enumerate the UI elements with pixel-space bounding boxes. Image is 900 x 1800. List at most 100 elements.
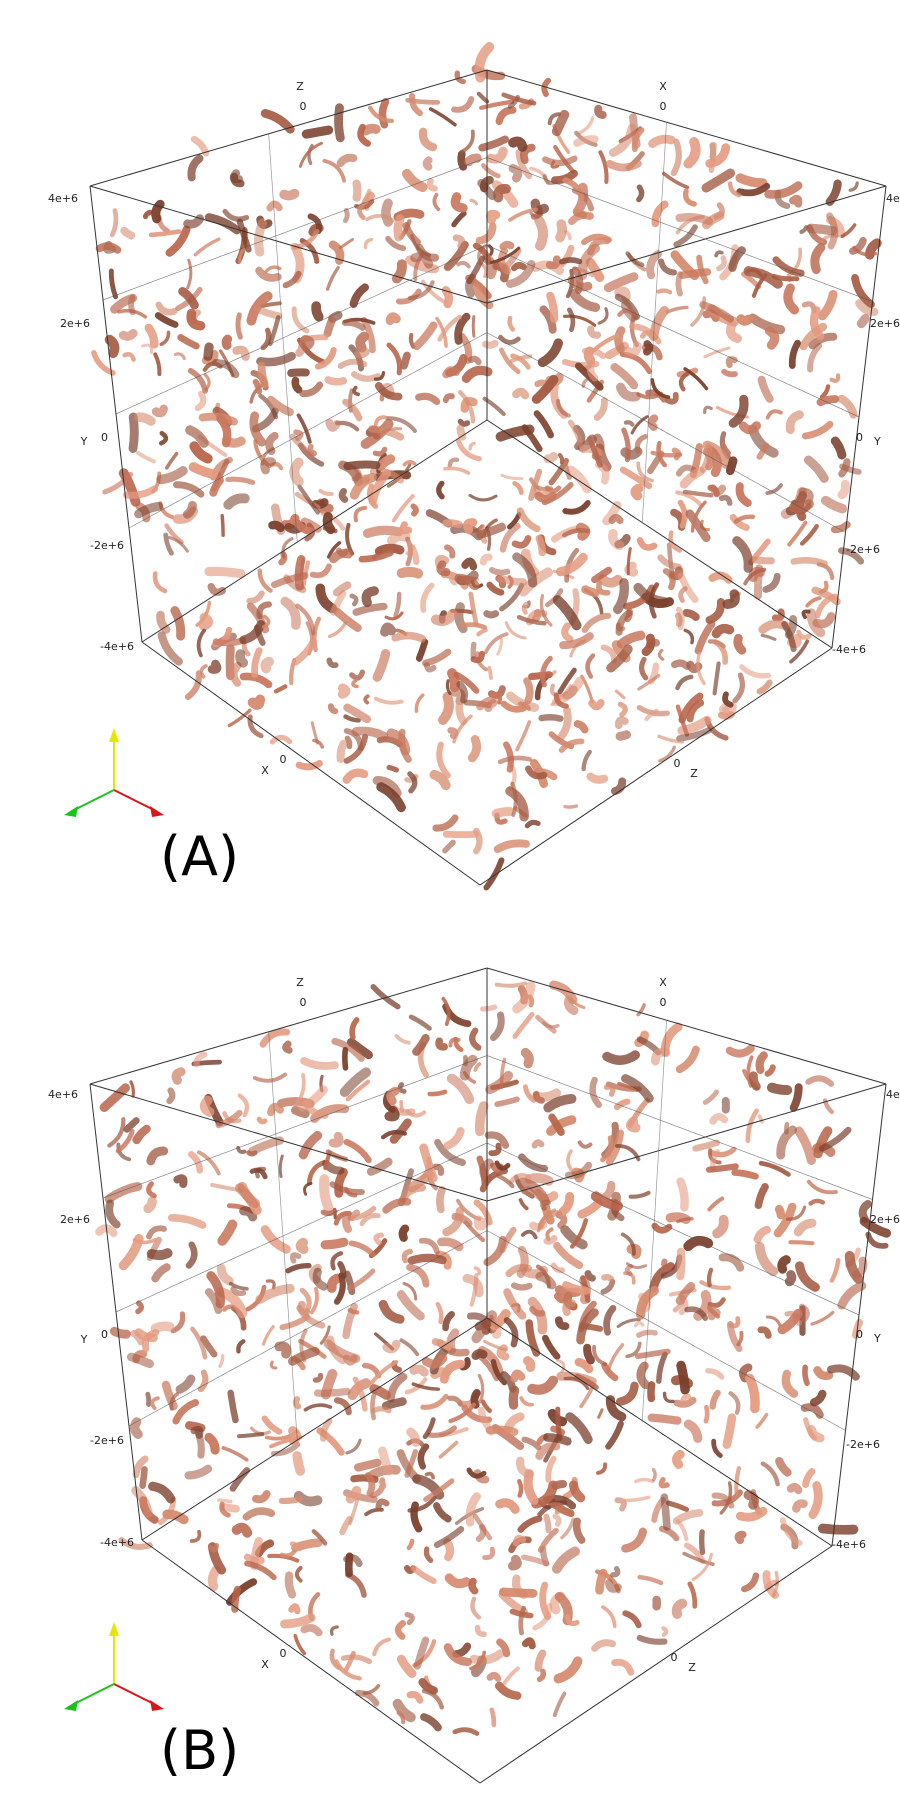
vortex-tube [728, 1316, 741, 1329]
right-tick-4e: 4e [886, 192, 900, 205]
vortex-tube [207, 659, 222, 674]
vortex-tube [583, 1343, 595, 1365]
vortex-tube [712, 1214, 729, 1239]
vortex-tube [227, 708, 252, 728]
vortex-tube [437, 1237, 464, 1252]
vortex-tube [603, 1304, 617, 1336]
vortex-tube [733, 514, 755, 524]
vortex-tube [562, 1299, 576, 1317]
vortex-tube [661, 171, 690, 190]
vortex-tube [452, 1727, 480, 1736]
vortex-tube [721, 442, 732, 456]
z-axis-label: Z [296, 80, 304, 93]
vortex-tube [848, 181, 859, 192]
vortex-tube [123, 1117, 140, 1133]
right-axis-label: Y [873, 1332, 881, 1345]
x-axis-zero-top: 0 [660, 100, 667, 113]
vortex-tube [756, 679, 773, 695]
vortex-tube [165, 225, 191, 257]
vortex-tube [762, 572, 781, 593]
vortex-tube [493, 839, 530, 854]
vortex-tube [151, 199, 165, 224]
vortex-tube [558, 738, 585, 753]
vortex-tube [647, 1381, 656, 1403]
vortex-tube [474, 1101, 489, 1137]
vortex-tube [634, 1348, 671, 1360]
vortex-tube [810, 1310, 835, 1326]
vortex-tube [705, 1368, 725, 1380]
vortex-tube [153, 352, 162, 377]
box-edge [141, 641, 481, 886]
vortex-tube [352, 602, 388, 616]
vortex-tube [188, 1150, 204, 1174]
vortex-tube [649, 305, 670, 341]
vortex-tube [373, 371, 386, 381]
vortex-tube [154, 312, 179, 328]
vortex-tube [104, 1182, 143, 1204]
vortex-tube [801, 420, 834, 440]
vortex-tube [266, 200, 283, 212]
vortex-tube [237, 1181, 261, 1209]
vortex-tube [253, 305, 283, 320]
vortex-tube [725, 356, 738, 369]
vortex-tube [401, 168, 428, 193]
vortex-tube [402, 460, 417, 467]
vortex-tube [455, 696, 468, 726]
vortex-tube [320, 1237, 349, 1250]
vortex-tube [151, 1263, 171, 1283]
vortex-tube [788, 194, 803, 208]
vortex-tube [572, 1517, 586, 1544]
vortex-tube [581, 612, 612, 633]
vortex-tube [837, 394, 858, 419]
box-edge [486, 419, 833, 649]
vortex-tube [255, 266, 282, 282]
vortex-tube [705, 598, 725, 624]
vortex-tube [437, 314, 462, 342]
vortex-tube [280, 596, 301, 630]
vortex-tube [500, 700, 527, 713]
vortex-tube [630, 415, 649, 435]
vortex-tube [343, 460, 381, 471]
vortex-tube [236, 1145, 247, 1154]
vortex-tube [473, 1199, 493, 1226]
vortex-tube [104, 334, 120, 359]
vortex-tube [433, 1526, 465, 1549]
grid-line [128, 1230, 488, 1427]
vortex-tube [566, 465, 592, 494]
vortex-tube [187, 367, 209, 394]
vortex-tube [123, 485, 159, 499]
vortex-tube [407, 1253, 447, 1265]
vortex-tube [636, 1286, 659, 1320]
vortex-tube [279, 1314, 311, 1331]
vortex-tube [656, 288, 673, 295]
vortex-tube [775, 1457, 792, 1477]
vortex-tube [684, 1306, 709, 1321]
vortex-tube [520, 1229, 538, 1240]
vortex-tube [803, 455, 829, 483]
grid-line [102, 157, 488, 301]
vortex-tube [675, 1518, 689, 1542]
vortex-tube [488, 567, 511, 576]
right-tick-0: 0 [856, 431, 863, 444]
vortex-tube [552, 1691, 567, 1718]
vortex-tube [391, 259, 407, 284]
vortex-tube [703, 1404, 710, 1424]
y-tick-m4e6: -4e+6 [100, 640, 134, 653]
vortex-tube [556, 398, 571, 418]
box-edge [486, 1317, 833, 1547]
vortex-tube [95, 242, 122, 254]
vortex-tube [141, 343, 154, 355]
y-tick-4e6: 4e+6 [48, 1088, 78, 1101]
vortex-tube [255, 1283, 295, 1304]
vortex-tube [510, 1369, 526, 1383]
vortex-tube [132, 1455, 149, 1479]
vortex-tube [676, 727, 712, 742]
vortex-tube [443, 1643, 473, 1667]
vortex-tube [788, 1240, 815, 1246]
vortex-tube [739, 664, 772, 679]
vortex-tube [441, 286, 453, 309]
vortex-tube [469, 1649, 505, 1665]
vortex-tube [336, 153, 358, 167]
vortex-tube [567, 275, 593, 292]
vortex-tube [410, 1501, 423, 1533]
